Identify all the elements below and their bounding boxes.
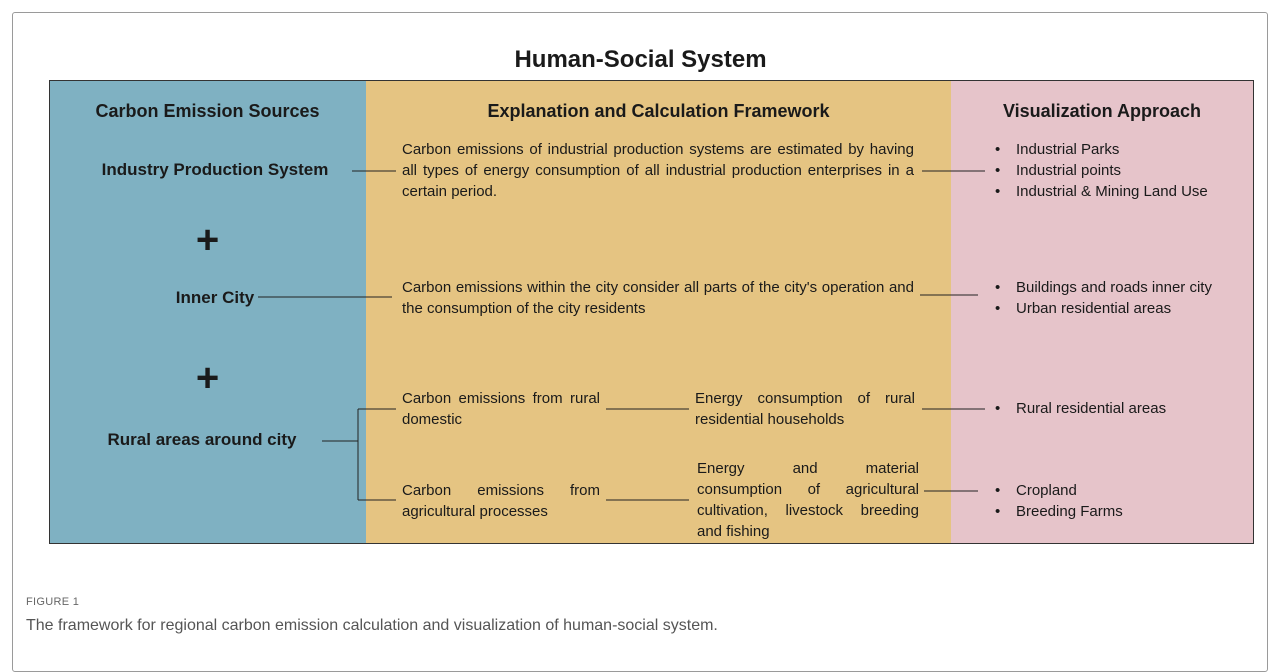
visualization-item: Industrial Parks	[995, 139, 1208, 160]
source-label: Inner City	[175, 288, 255, 307]
visualization-item: Industrial & Mining Land Use	[995, 181, 1208, 202]
visualization-item: Breeding Farms	[995, 501, 1123, 522]
explanation-text: Carbon emissions of industrial productio…	[402, 141, 914, 200]
connectors	[258, 170, 985, 501]
plus-sign: +	[195, 218, 220, 262]
visualization-item: Industrial points	[995, 160, 1208, 181]
column-header: Explanation and Calculation Framework	[487, 101, 830, 121]
visualization-list: Industrial ParksIndustrial pointsIndustr…	[995, 139, 1208, 202]
explanation-text: Energy consumption of rural residential …	[695, 390, 915, 428]
sources-column	[49, 80, 367, 544]
visualization-item: Urban residential areas	[995, 298, 1212, 319]
visualization-item: Cropland	[995, 480, 1123, 501]
column-header: Visualization Approach	[1002, 101, 1202, 121]
plus-sign: +	[195, 356, 220, 400]
figure-title: Human-Social System	[514, 46, 767, 73]
explanation-column	[366, 80, 951, 544]
explanation-text: Carbon emissions within the city conside…	[402, 279, 914, 317]
source-label: Industry Production System	[101, 160, 329, 179]
source-label: Rural areas around city	[107, 430, 297, 449]
explanation-text: Carbon emissions from agricultural proce…	[402, 482, 600, 520]
explanation-text: Energy and material consumption of agric…	[697, 460, 919, 540]
column-header: Carbon Emission Sources	[95, 101, 320, 121]
explanation-text: Carbon emissions from rural domestic	[402, 390, 600, 428]
visualization-list: Rural residential areas	[995, 398, 1166, 419]
visualization-list: CroplandBreeding Farms	[995, 480, 1123, 522]
caption-text: The framework for regional carbon emissi…	[26, 617, 718, 634]
visualization-item: Rural residential areas	[995, 398, 1166, 419]
caption-label: FIGURE 1	[26, 596, 80, 608]
page: Human-Social System Carbon Emission Sour…	[0, 0, 1281, 632]
visualization-list: Buildings and roads inner cityUrban resi…	[995, 277, 1212, 319]
visualization-item: Buildings and roads inner city	[995, 277, 1212, 298]
